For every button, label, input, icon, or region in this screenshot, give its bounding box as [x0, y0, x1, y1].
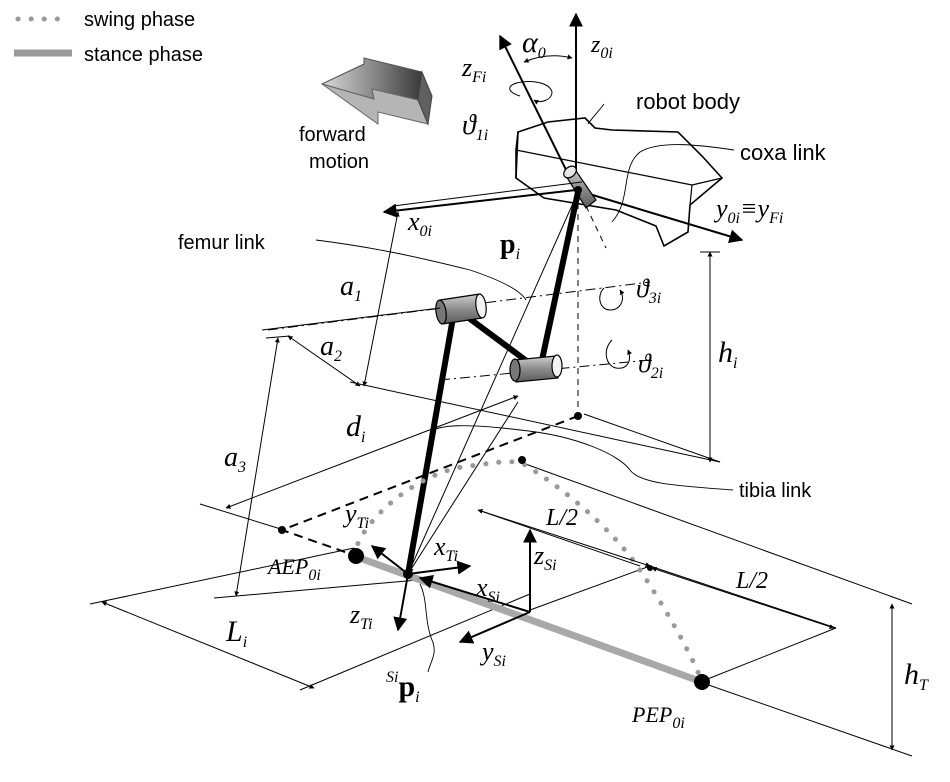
- z0i-label: z0i: [590, 32, 613, 62]
- theta3i-rotation-arrow: [599, 287, 625, 311]
- Li-ref-line-bottom: [299, 593, 531, 691]
- xSi-axis: [418, 575, 531, 613]
- a1-dimension: [362, 211, 400, 387]
- alpha0-label: α0: [522, 26, 546, 62]
- yTi-axis: [370, 545, 409, 575]
- legend-swing-label: swing phase: [84, 9, 195, 31]
- Sipi-leader: [419, 583, 435, 673]
- femur-ref-line: [261, 307, 441, 331]
- L-half-upper-label: L/2: [545, 505, 578, 531]
- ySi-axis: [458, 611, 531, 644]
- legend-stance-label: stance phase: [84, 44, 203, 66]
- mid-cross-line: [529, 565, 651, 611]
- robot-body-leader: [587, 103, 605, 125]
- theta1i-label: ϑ1i: [462, 110, 488, 144]
- L-half-lower-dimension: [651, 567, 835, 629]
- Li-dimension: [101, 601, 315, 689]
- robot-body: [515, 117, 724, 248]
- body-ref-line: [392, 181, 583, 207]
- x0i-label: x0i: [407, 207, 432, 240]
- forward-label-line1: forward: [299, 124, 366, 146]
- pi-label: pi: [500, 229, 520, 263]
- x0i-axis: [382, 189, 577, 218]
- tibia-joint: [509, 354, 563, 383]
- a3-ref-line-top: [265, 335, 291, 339]
- yTi-label: yTi: [342, 499, 369, 532]
- aep-label: AEP0i: [266, 554, 321, 584]
- ySi-label: ySi: [479, 637, 506, 670]
- pep-label: PEP0i: [631, 702, 685, 732]
- zFi-label: zFi: [461, 53, 486, 86]
- hi-label: hi: [718, 336, 737, 372]
- hT-ref-line-bottom: [699, 681, 913, 757]
- xSi-label: xSi: [475, 573, 500, 606]
- femur-link-label: femur link: [178, 232, 266, 254]
- Li-ref-line-top: [89, 547, 355, 605]
- di-dimension: [225, 395, 519, 509]
- theta2i-label: ϑ2i: [638, 349, 663, 382]
- zTi-label: zTi: [349, 600, 373, 633]
- theta3i-axis: [267, 281, 651, 331]
- theta2i-rotation-arrow: [605, 339, 632, 369]
- L-half-lower-label: L/2: [735, 568, 768, 594]
- hT-label: hT: [904, 658, 929, 694]
- femur-joint: [435, 293, 487, 325]
- pep-ref-line: [699, 627, 837, 683]
- y0i-axis: [575, 189, 744, 244]
- body-projection-point: [574, 412, 582, 420]
- xTi-label: xTi: [433, 532, 458, 565]
- xTi-axis: [407, 560, 472, 575]
- di-label: di: [346, 410, 365, 446]
- coxa-link-leader: [611, 144, 735, 223]
- forward-label-line2: motion: [309, 151, 369, 173]
- swing-apex-line: [519, 461, 913, 605]
- coxa-link-label: coxa link: [740, 140, 827, 165]
- tibia-link-leader: [429, 425, 734, 491]
- legend: swing phase stance phase: [14, 9, 203, 66]
- theta1i-rotation-arrow: [509, 81, 553, 105]
- pi-vector: [407, 191, 579, 575]
- a3-label: a3: [224, 442, 246, 476]
- y0i-label: y0i≡yFi: [713, 194, 783, 227]
- tibia-to-foot-line: [405, 309, 457, 577]
- offset-point: [278, 526, 286, 534]
- zTi-axis: [393, 573, 409, 632]
- tibia-link-line: [539, 189, 581, 363]
- Li-label: Li: [225, 615, 247, 651]
- di-ref-line-left: [199, 503, 285, 531]
- Sipi-label: Sipi: [386, 669, 420, 706]
- a2-label: a2: [320, 331, 342, 365]
- di-ref-line-right: [583, 413, 721, 463]
- pep-point: [694, 674, 710, 690]
- alpha0-arc: [523, 54, 573, 63]
- hi-ref-line-bottom: [349, 381, 721, 463]
- forward-motion-arrow: [320, 57, 433, 126]
- a1-label: a1: [340, 271, 362, 305]
- L-half-upper-dimension: [477, 509, 651, 567]
- zSi-label: zSi: [533, 541, 557, 574]
- zFi-axis: [499, 34, 577, 191]
- theta3i-label: ϑ3i: [636, 274, 661, 307]
- robot-body-label: robot body: [636, 89, 740, 114]
- a2-dimension: [287, 335, 361, 387]
- tibia-link-label: tibia link: [739, 480, 812, 502]
- coxa-axis-extension: [585, 205, 607, 249]
- swing-apex-point: [518, 456, 526, 464]
- aep-point: [348, 548, 364, 564]
